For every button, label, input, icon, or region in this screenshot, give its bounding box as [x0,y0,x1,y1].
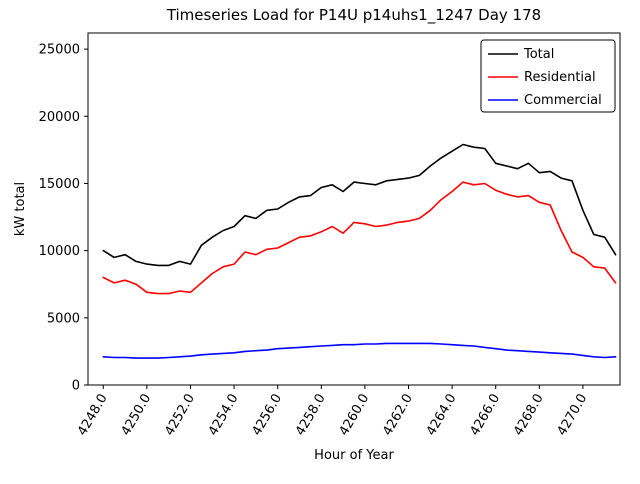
series-commercial-line [102,342,617,359]
x-tick-label: 4256.0 [249,392,285,439]
legend-entry-total: Total [488,47,554,62]
x-tick-label: 4252.0 [162,392,198,439]
y-axis-label: kW total [13,182,28,236]
legend-entry-commercial: Commercial [488,93,602,108]
y-tick-label: 20000 [39,110,80,125]
axes-border [87,32,621,386]
x-tick-label: 4270.0 [555,392,591,439]
x-tick-label: 4264.0 [424,392,460,439]
legend-box [480,39,616,113]
x-tick-label: 4262.0 [380,392,416,439]
legend-label-total: Total [523,47,554,62]
series-residential-line [102,181,617,295]
x-tick-label: 4248.0 [75,392,111,439]
x-axis-label: Hour of Year [314,448,394,463]
legend-label-residential: Residential [524,70,596,85]
x-tick-label: 4254.0 [206,392,242,439]
legend-label-commercial: Commercial [524,93,602,108]
x-tick-label: 4266.0 [467,392,503,439]
legend-entry-residential: Residential [488,70,596,85]
legend: Total Residential Commercial [480,39,616,113]
series-total-line [102,143,617,267]
chart-title: Timeseries Load for P14U p14uhs1_1247 Da… [166,6,541,25]
x-tick-label: 4268.0 [511,392,547,439]
y-tick-label: 10000 [39,244,80,259]
x-tick-label: 4260.0 [337,392,373,439]
x-tick-label: 4250.0 [119,392,155,439]
x-tick-label: 4258.0 [293,392,329,439]
y-tick-label: 25000 [39,43,80,58]
y-tick-label: 5000 [47,311,80,326]
y-tick-label: 15000 [39,177,80,192]
y-tick-label: 0 [72,379,80,394]
